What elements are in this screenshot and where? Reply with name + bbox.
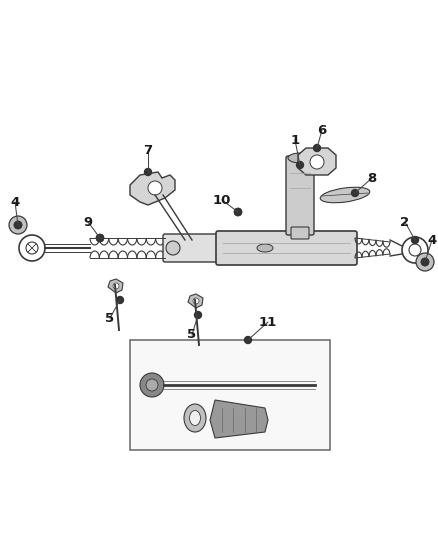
Circle shape (193, 298, 199, 304)
Polygon shape (108, 279, 123, 293)
Circle shape (14, 221, 22, 229)
Polygon shape (130, 172, 175, 205)
Text: 10: 10 (213, 193, 231, 206)
Text: 5: 5 (187, 328, 197, 342)
Ellipse shape (184, 404, 206, 432)
Text: 2: 2 (400, 215, 410, 229)
Circle shape (234, 208, 242, 216)
Bar (130, 340, 330, 450)
Text: 9: 9 (83, 215, 92, 229)
Polygon shape (188, 294, 203, 308)
Circle shape (421, 259, 428, 265)
Ellipse shape (190, 410, 201, 425)
Ellipse shape (257, 244, 273, 252)
Ellipse shape (320, 187, 370, 203)
Circle shape (148, 181, 162, 195)
Circle shape (416, 253, 434, 271)
Circle shape (146, 379, 158, 391)
Circle shape (96, 235, 103, 241)
Circle shape (421, 258, 429, 266)
Circle shape (14, 222, 21, 229)
Polygon shape (298, 148, 336, 175)
Circle shape (411, 237, 418, 244)
Text: 4: 4 (427, 233, 437, 246)
FancyBboxPatch shape (163, 234, 222, 262)
Text: 11: 11 (259, 316, 277, 328)
Polygon shape (210, 400, 268, 438)
Circle shape (234, 208, 241, 215)
FancyBboxPatch shape (291, 227, 309, 239)
Text: 8: 8 (367, 172, 377, 184)
FancyBboxPatch shape (286, 156, 314, 235)
Text: 5: 5 (106, 311, 115, 325)
Ellipse shape (288, 153, 312, 163)
Circle shape (145, 168, 152, 175)
Text: 1: 1 (290, 133, 300, 147)
Text: 7: 7 (143, 143, 152, 157)
Text: 6: 6 (318, 124, 327, 136)
FancyBboxPatch shape (216, 231, 357, 265)
Circle shape (297, 161, 304, 168)
Circle shape (117, 296, 124, 303)
Circle shape (166, 241, 180, 255)
Circle shape (113, 283, 119, 289)
Circle shape (96, 234, 104, 242)
Circle shape (244, 336, 251, 343)
Circle shape (352, 190, 358, 197)
Circle shape (310, 155, 324, 169)
Circle shape (194, 311, 201, 319)
Circle shape (140, 373, 164, 397)
Text: 4: 4 (11, 196, 20, 208)
Circle shape (9, 216, 27, 234)
Circle shape (314, 144, 321, 151)
